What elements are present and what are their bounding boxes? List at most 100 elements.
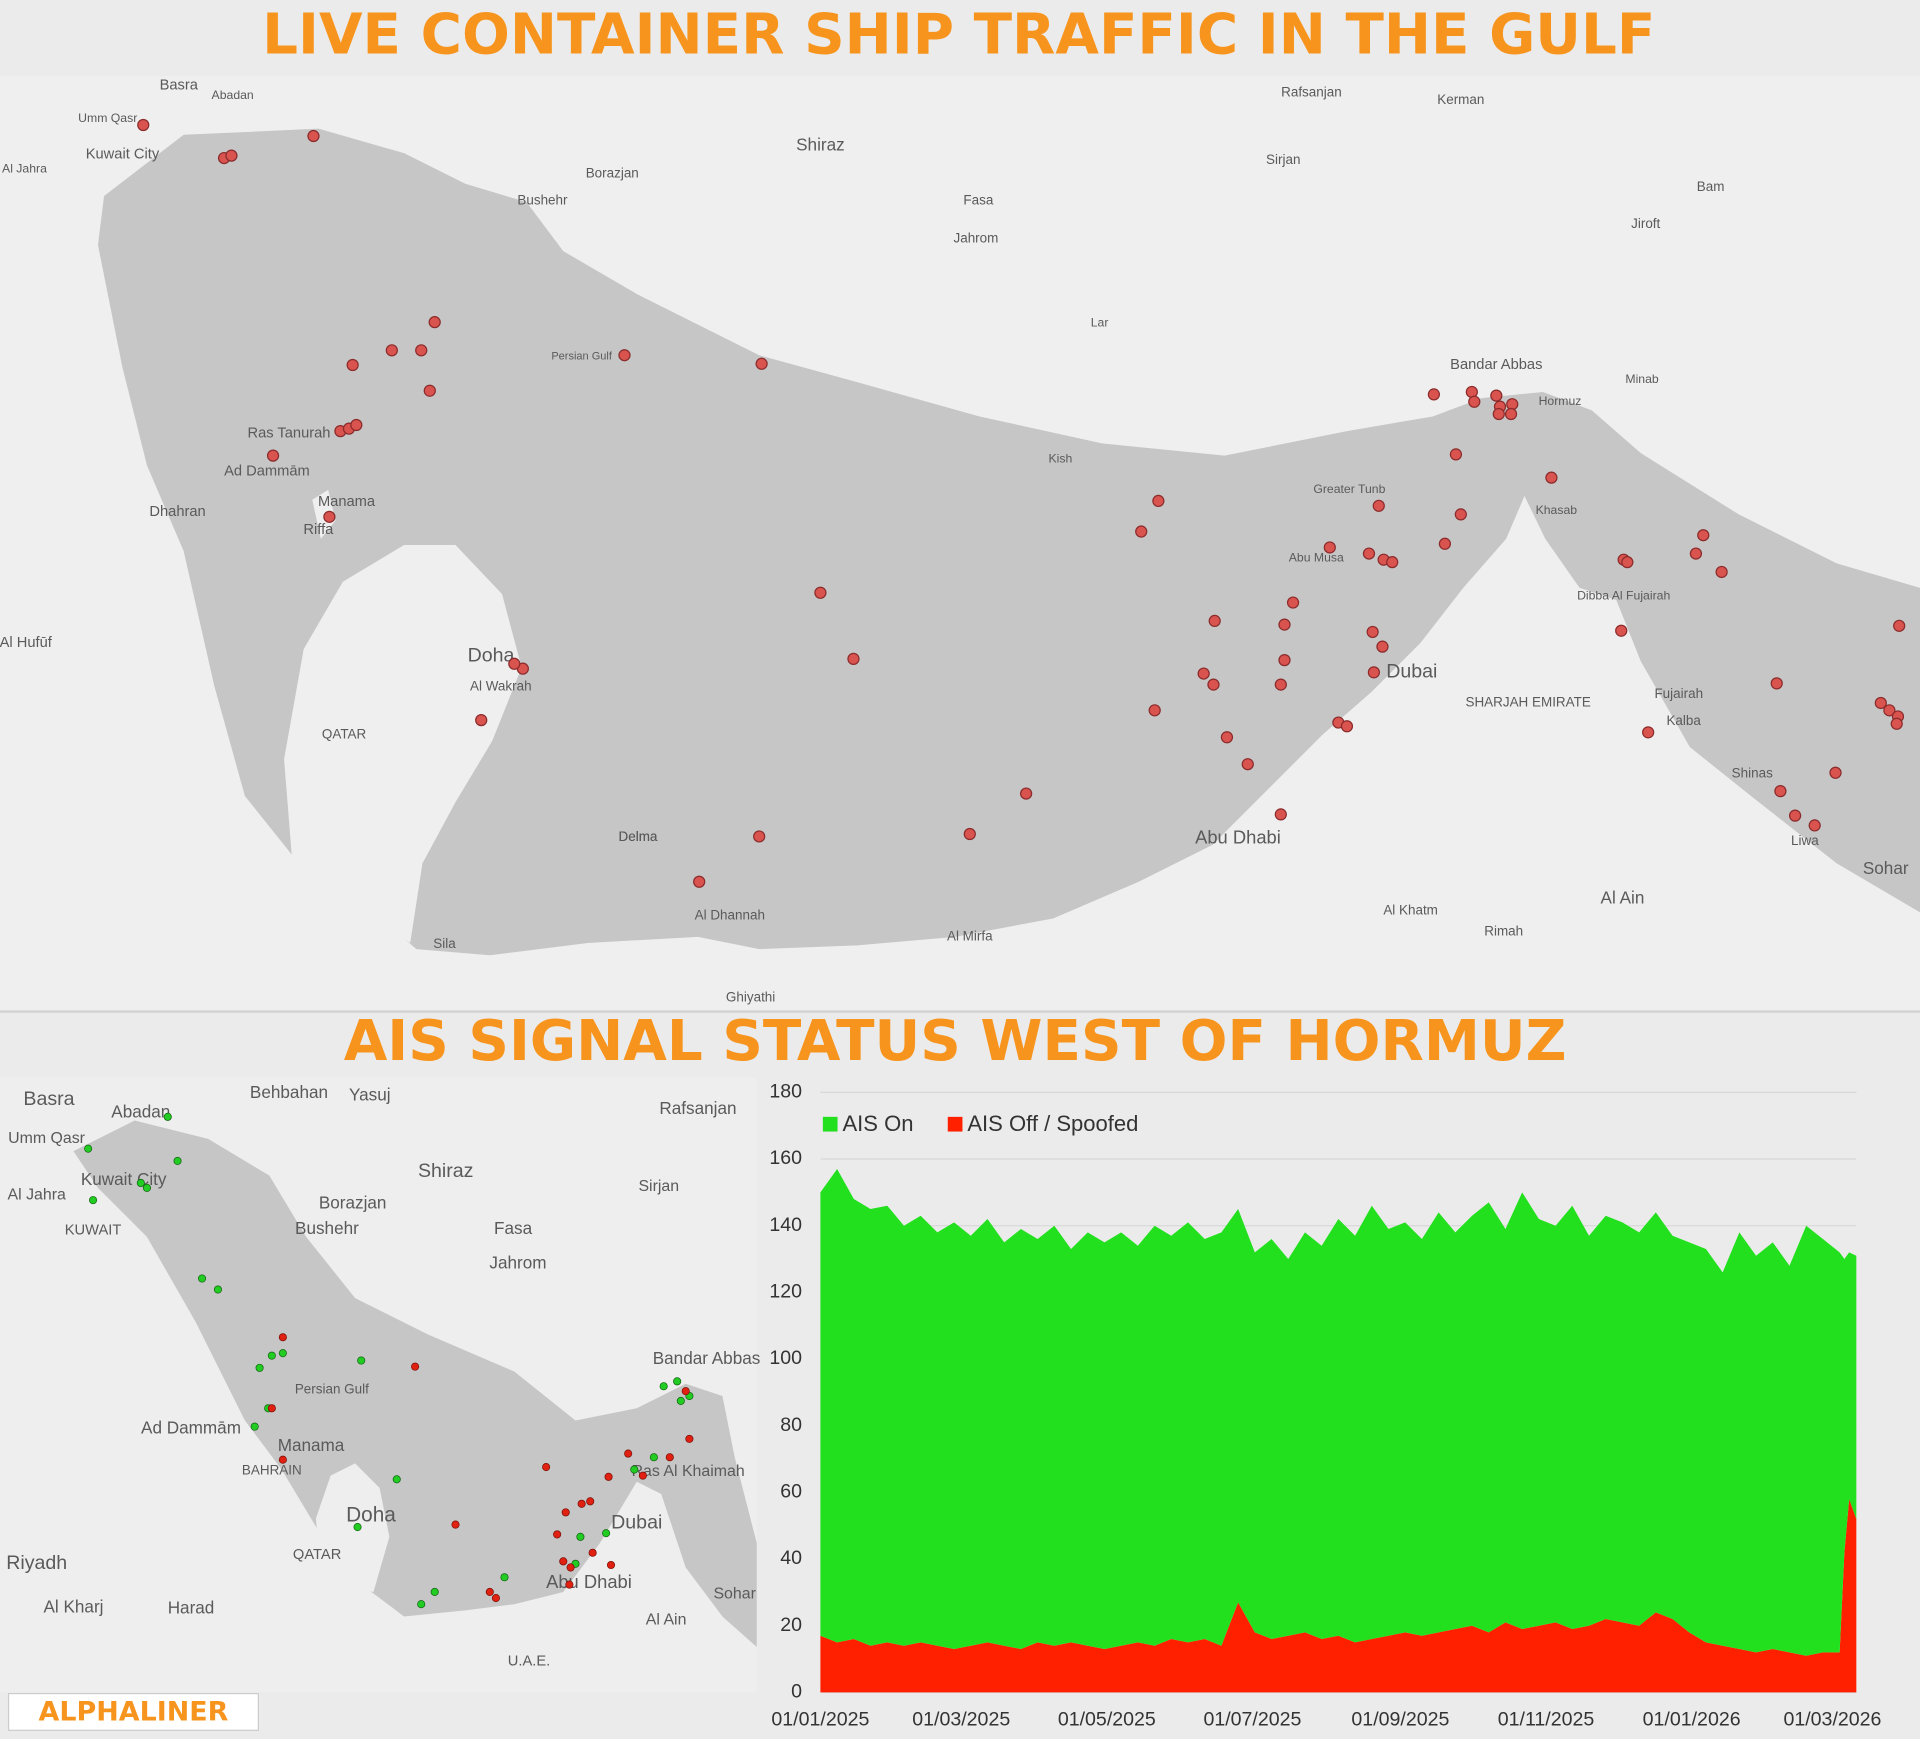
ship-marker [1454, 508, 1467, 521]
ais-off-marker [451, 1520, 460, 1529]
ship-marker [1449, 448, 1463, 461]
ais-on-marker [602, 1529, 611, 1538]
map-label: Al Khatm [1383, 903, 1438, 918]
y-tick-label: 40 [780, 1547, 802, 1569]
y-tick-label: 80 [780, 1414, 802, 1436]
sea [73, 1120, 757, 1648]
ais-on-marker [417, 1600, 426, 1609]
ship-marker [1829, 766, 1842, 779]
ais-on-marker [213, 1285, 222, 1294]
ais-on-marker [500, 1573, 509, 1582]
ship-marker [307, 129, 320, 143]
map-label: Umm Qasr [8, 1130, 86, 1147]
ais-on-marker [198, 1274, 207, 1283]
map-label: Minab [1625, 372, 1659, 386]
ship-marker [1490, 389, 1503, 402]
ship-marker [225, 149, 238, 162]
ship-marker [1386, 556, 1399, 569]
ais-off-marker [411, 1362, 420, 1371]
ship-marker [1278, 618, 1291, 631]
ais-on-marker [84, 1144, 93, 1153]
map-label: Al Ain [646, 1611, 687, 1628]
ship-marker [1468, 395, 1481, 408]
ais-on-marker [353, 1523, 362, 1532]
logo: ALPHALINER [39, 1697, 229, 1728]
ship-marker [1788, 809, 1802, 822]
ais-off-marker [638, 1471, 647, 1480]
map-label: Al Dhannah [695, 908, 765, 923]
ais-on-marker [649, 1453, 658, 1462]
map-label: Riyadh [6, 1552, 67, 1574]
y-tick-label: 60 [780, 1481, 802, 1503]
map-label: Fasa [963, 192, 993, 207]
ais-off-marker [624, 1449, 633, 1458]
map-label: Rimah [1484, 924, 1523, 939]
ship-marker [1366, 625, 1379, 639]
map-label: Persian Gulf [295, 1381, 369, 1396]
ship-marker [847, 652, 860, 666]
map-label: Jahrom [953, 230, 998, 245]
ais-on-marker [89, 1196, 98, 1205]
ais-off-marker [542, 1463, 551, 1472]
ais-off-marker [267, 1404, 276, 1413]
ais-off-marker [685, 1434, 694, 1443]
ship-marker [266, 449, 280, 462]
ship-marker [415, 344, 428, 357]
map-label: Rafsanjan [1281, 85, 1342, 100]
map-label: Dhahran [149, 504, 205, 520]
map-label: Shiraz [418, 1160, 474, 1182]
ship-marker [1372, 499, 1385, 512]
ais-off-marker [485, 1587, 494, 1596]
map-label: Khasab [1536, 503, 1578, 517]
ship-marker [1883, 704, 1896, 717]
map-label: QATAR [293, 1547, 341, 1563]
map-label: U.A.E. [508, 1654, 550, 1670]
ais-on-marker [136, 1178, 145, 1188]
ship-marker [755, 357, 768, 370]
map-label: Abu Musa [1289, 551, 1344, 565]
map-label: Al Kharj [43, 1596, 103, 1616]
map-label: Doha [468, 645, 515, 667]
ship-marker [963, 827, 976, 841]
ais-off-marker [588, 1548, 597, 1557]
ship-marker [1427, 388, 1440, 401]
y-tick-label: 180 [769, 1081, 802, 1103]
top-map [0, 76, 1920, 1013]
ship-marker [1642, 726, 1655, 739]
ship-marker [1020, 787, 1033, 800]
ship-marker [1808, 819, 1821, 832]
map-label: Ad Dammām [141, 1418, 241, 1438]
map-label: Jiroft [1631, 216, 1660, 231]
chart: 0 20 40 60 80 100 120 140 160 180 01/01/2025 01/03/… [769, 1081, 1881, 1731]
y-tick-label: 0 [791, 1681, 802, 1703]
y-tick-label: 100 [769, 1347, 802, 1369]
map-label: BAHRAIN [242, 1462, 302, 1477]
qatar-land [315, 1463, 390, 1592]
ship-marker [1274, 808, 1287, 821]
ship-marker [1874, 696, 1887, 710]
subtitle: AIS SIGNAL STATUS WEST OF HORMUZ [344, 1009, 1567, 1074]
map-label: Fasa [494, 1218, 533, 1238]
map-label: Dubai [1386, 661, 1437, 683]
ais-off-marker [586, 1497, 595, 1506]
map-label: Sila [433, 936, 456, 951]
map-label: Hormuz [1539, 394, 1582, 408]
map-label: Lar [1091, 316, 1109, 330]
map-label: Shiraz [796, 134, 845, 154]
map-label: Dubai [611, 1512, 662, 1534]
ship-marker [618, 349, 631, 362]
map-label: Ad Dammām [224, 463, 310, 479]
map-label: Ras Tanurah [247, 425, 330, 441]
map-label: Basra [160, 78, 199, 94]
ais-on-marker [630, 1465, 639, 1474]
ais-on-marker [576, 1532, 585, 1541]
map-label: Basra [23, 1088, 74, 1110]
ais-off-marker [665, 1453, 674, 1462]
map-label: Sirjan [638, 1178, 679, 1195]
map-label: Kalba [1666, 713, 1701, 728]
sea [97, 128, 1920, 956]
ship-marker [1697, 529, 1710, 542]
ais-off-marker [278, 1455, 287, 1464]
map-label: Fujairah [1654, 686, 1703, 701]
